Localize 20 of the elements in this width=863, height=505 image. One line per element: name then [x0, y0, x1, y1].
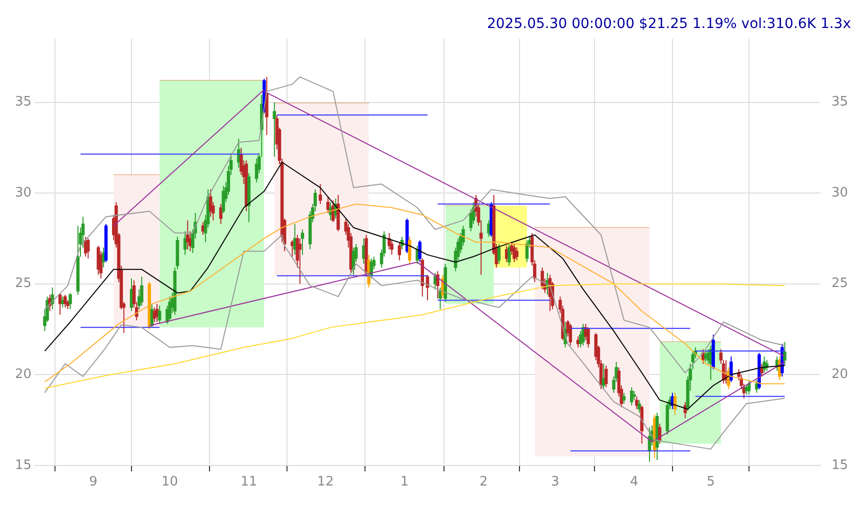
y2-tick-label: 30 [831, 185, 848, 200]
y-tick-label: 35 [14, 94, 32, 110]
y2-tick-label: 25 [831, 276, 848, 292]
x-tick-label: 3 [550, 474, 560, 490]
x-tick-label: 4 [630, 474, 638, 490]
x-tick-label: 12 [317, 474, 334, 490]
y2-tick-label: 15 [831, 458, 848, 473]
y-tick-label: 25 [14, 276, 32, 292]
x-tick-label: 9 [89, 474, 98, 490]
y2-tick-label: 20 [831, 367, 848, 382]
x-tick-label: 2 [479, 474, 488, 490]
chart-title: 2025.05.30 00:00:00 $21.25 1.19% vol:310.6K 1.3x [486, 16, 851, 32]
x-tick-label: 1 [400, 474, 409, 490]
x-tick-label: 11 [240, 474, 258, 490]
y-tick-label: 20 [14, 367, 32, 382]
y2-tick-label: 35 [831, 94, 848, 110]
y-tick-label: 30 [14, 185, 32, 200]
x-tick-label: 5 [706, 474, 715, 490]
x-tick-label: 10 [162, 474, 178, 490]
y-tick-label: 15 [14, 458, 32, 473]
